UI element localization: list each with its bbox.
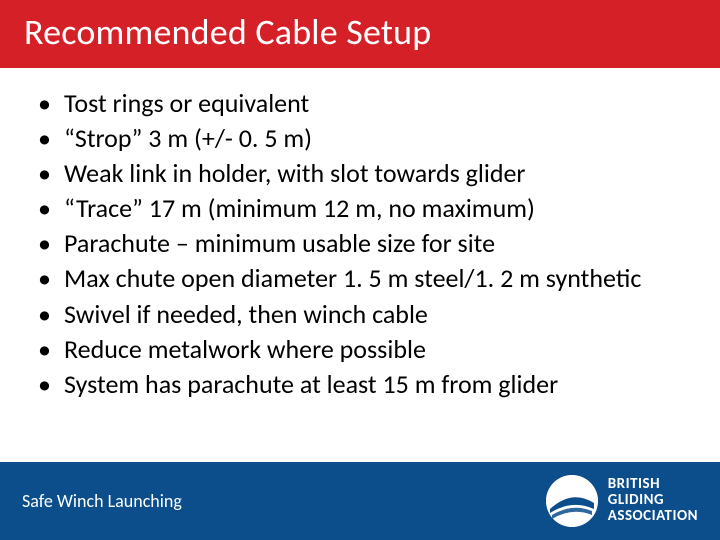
title-bar: Recommended Cable Setup xyxy=(0,0,720,68)
glider-icon xyxy=(546,475,598,527)
slide-title: Recommended Cable Setup xyxy=(24,10,696,54)
list-item: Weak link in holder, with slot towards g… xyxy=(38,156,712,191)
logo-text-line: ASSOCIATION xyxy=(608,509,698,525)
list-item: Max chute open diameter 1. 5 m steel/1. … xyxy=(38,261,712,296)
slide-body: Tost rings or equivalent “Strop” 3 m (+/… xyxy=(0,68,720,462)
list-item: “Trace” 17 m (minimum 12 m, no maximum) xyxy=(38,191,712,226)
footer-logo: BRITISH GLIDING ASSOCIATION xyxy=(546,475,698,527)
list-item: Swivel if needed, then winch cable xyxy=(38,297,712,332)
footer-bar: Safe Winch Launching BRITISH GLIDING ASS… xyxy=(0,462,720,540)
list-item: System has parachute at least 15 m from … xyxy=(38,367,712,402)
list-item: “Strop” 3 m (+/- 0. 5 m) xyxy=(38,121,712,156)
footer-label: Safe Winch Launching xyxy=(22,490,182,512)
logo-roundel-icon xyxy=(546,475,598,527)
list-item: Parachute – minimum usable size for site xyxy=(38,226,712,261)
logo-text: BRITISH GLIDING ASSOCIATION xyxy=(608,477,698,524)
slide: Recommended Cable Setup Tost rings or eq… xyxy=(0,0,720,540)
list-item: Tost rings or equivalent xyxy=(38,86,712,121)
list-item: Reduce metalwork where possible xyxy=(38,332,712,367)
bullet-list: Tost rings or equivalent “Strop” 3 m (+/… xyxy=(38,86,712,402)
